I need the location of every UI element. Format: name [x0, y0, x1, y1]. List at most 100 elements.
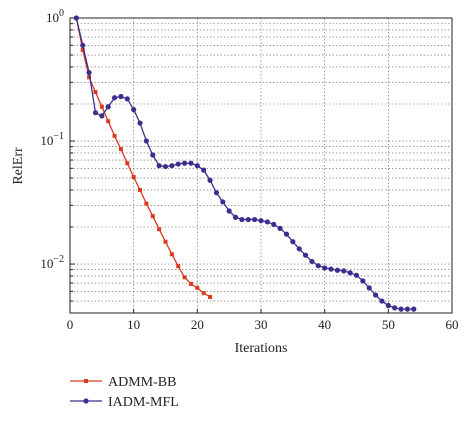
data-point-admm-bb	[163, 239, 168, 244]
data-point-iadm-mfl	[118, 93, 124, 100]
data-point-iadm-mfl	[226, 208, 232, 214]
data-point-admm-bb	[131, 174, 136, 179]
series-line-admm-bb	[75, 17, 211, 298]
data-point-iadm-mfl	[80, 42, 86, 48]
data-point-admm-bb	[182, 275, 187, 280]
data-point-admm-bb	[201, 291, 206, 296]
data-point-iadm-mfl	[111, 95, 118, 101]
data-point-admm-bb	[99, 104, 104, 109]
data-point-iadm-mfl	[366, 285, 372, 291]
legend: ADMM-BB IADM-MFL	[70, 375, 179, 410]
data-point-iadm-mfl	[271, 221, 277, 228]
data-point-iadm-mfl	[296, 246, 302, 252]
y-axis-label: RelErr	[11, 147, 26, 185]
data-point-iadm-mfl	[322, 265, 328, 271]
data-point-iadm-mfl	[341, 268, 347, 274]
data-point-iadm-mfl	[162, 163, 169, 170]
data-point-admm-bb	[176, 264, 181, 269]
data-point-admm-bb	[157, 227, 162, 232]
data-point-iadm-mfl	[143, 138, 149, 144]
data-point-iadm-mfl	[150, 152, 156, 158]
legend-label-iadm-mfl: IADM-MFL	[108, 395, 179, 410]
data-point-admm-bb	[138, 187, 143, 192]
legend-entry-admm-bb: ADMM-BB	[70, 375, 176, 390]
x-tick-label: 0	[67, 317, 74, 332]
data-point-iadm-mfl	[277, 225, 283, 231]
data-point-iadm-mfl	[245, 216, 251, 223]
data-point-admm-bb	[80, 47, 85, 52]
data-point-iadm-mfl	[385, 302, 391, 309]
data-point-iadm-mfl	[220, 199, 226, 205]
data-point-iadm-mfl	[124, 96, 130, 102]
data-point-iadm-mfl	[175, 161, 181, 167]
series-iadm-mfl	[73, 15, 417, 312]
data-point-iadm-mfl	[137, 120, 143, 126]
y-tick-label: 10−2	[40, 254, 64, 271]
data-point-iadm-mfl	[360, 278, 366, 284]
data-point-iadm-mfl	[404, 306, 411, 312]
data-point-iadm-mfl	[264, 219, 270, 225]
data-point-admm-bb	[169, 252, 174, 257]
data-point-admm-bb	[106, 119, 111, 124]
x-tick-label: 10	[127, 317, 140, 332]
series-layer	[73, 15, 417, 312]
legend-entry-iadm-mfl: IADM-MFL	[70, 395, 179, 410]
data-point-admm-bb	[87, 75, 92, 80]
data-point-iadm-mfl	[92, 110, 99, 116]
y-tick-label: 10−1	[40, 131, 64, 148]
data-point-iadm-mfl	[252, 216, 258, 223]
data-point-admm-bb	[188, 281, 193, 286]
data-point-iadm-mfl	[302, 252, 309, 258]
axis-ticks: 0 10 20 30 40 50 60 100 10−1 10−2	[40, 8, 458, 332]
data-point-iadm-mfl	[283, 231, 290, 237]
data-point-iadm-mfl	[353, 272, 360, 278]
grid-lines	[70, 18, 452, 313]
data-point-iadm-mfl	[309, 258, 315, 265]
data-point-iadm-mfl	[334, 267, 340, 273]
x-tick-label: 20	[191, 317, 204, 332]
data-point-iadm-mfl	[392, 305, 398, 311]
data-point-iadm-mfl	[156, 163, 162, 169]
legend-marker-admm-bb	[84, 379, 88, 383]
x-axis-label: Iterations	[235, 341, 288, 356]
data-point-iadm-mfl	[232, 214, 239, 220]
data-point-iadm-mfl	[213, 190, 220, 196]
data-point-iadm-mfl	[347, 270, 353, 276]
data-point-iadm-mfl	[131, 107, 137, 113]
data-point-iadm-mfl	[373, 292, 379, 298]
x-tick-label: 60	[446, 317, 459, 332]
data-point-iadm-mfl	[194, 163, 200, 169]
series-admm-bb	[74, 16, 213, 299]
data-point-admm-bb	[208, 294, 213, 299]
data-point-iadm-mfl	[290, 239, 296, 245]
data-point-iadm-mfl	[105, 104, 111, 110]
data-point-iadm-mfl	[258, 218, 264, 224]
data-point-iadm-mfl	[99, 113, 105, 119]
data-point-admm-bb	[118, 147, 123, 152]
data-point-iadm-mfl	[315, 263, 321, 269]
data-point-admm-bb	[125, 161, 130, 166]
data-point-iadm-mfl	[86, 69, 92, 76]
y-tick-label: 100	[46, 8, 64, 25]
data-point-iadm-mfl	[188, 160, 194, 166]
data-point-iadm-mfl	[328, 266, 334, 272]
data-point-iadm-mfl	[201, 167, 207, 173]
data-point-admm-bb	[195, 285, 200, 290]
data-point-iadm-mfl	[398, 306, 404, 312]
data-point-iadm-mfl	[379, 298, 385, 304]
data-point-admm-bb	[144, 201, 149, 206]
legend-marker-iadm-mfl	[83, 398, 89, 404]
data-point-admm-bb	[93, 90, 98, 95]
x-tick-label: 40	[318, 317, 331, 332]
legend-label-admm-bb: ADMM-BB	[108, 375, 176, 390]
data-point-admm-bb	[150, 214, 155, 219]
data-point-iadm-mfl	[239, 216, 245, 223]
data-point-iadm-mfl	[411, 306, 417, 312]
data-point-iadm-mfl	[169, 163, 175, 169]
x-tick-label: 50	[382, 317, 395, 332]
x-tick-label: 30	[255, 317, 268, 332]
data-point-iadm-mfl	[207, 177, 213, 183]
data-point-admm-bb	[112, 133, 117, 138]
data-point-iadm-mfl	[73, 15, 79, 21]
